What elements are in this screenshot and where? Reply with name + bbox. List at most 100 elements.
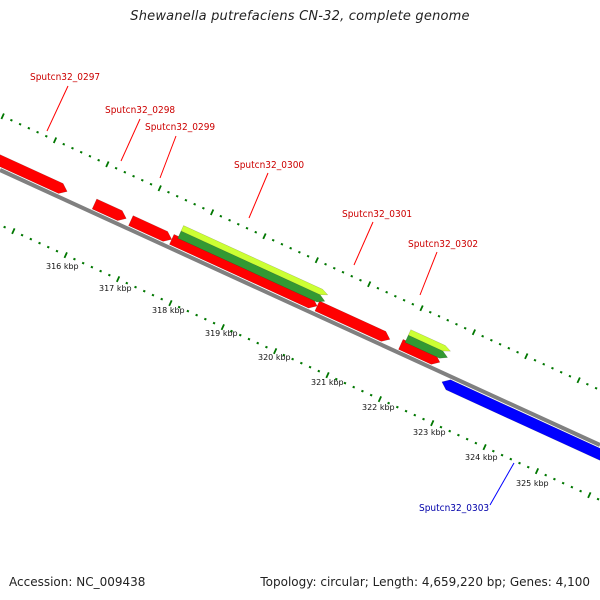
gene-labels: Sputcn32_0297 Sputcn32_0298 Sputcn32_0299 S… (30, 72, 489, 514)
leader-line (419, 251, 438, 296)
inner-tick (299, 361, 303, 365)
outer-tick (455, 322, 458, 326)
inner-tick (413, 413, 417, 417)
gene-sputcn32-0301 (314, 300, 391, 342)
gene-label: Sputcn32_0297 (30, 72, 100, 83)
outer-tick (411, 302, 415, 306)
outer-tick (149, 182, 153, 186)
inner-tick-ring (3, 225, 600, 501)
outer-tick (201, 206, 205, 210)
outer-tick (219, 214, 223, 218)
accession-text: Accession: NC_009438 (9, 575, 146, 589)
inner-tick (134, 285, 137, 289)
outer-tick (367, 281, 372, 288)
outer-tick (350, 274, 354, 278)
inner-tick (509, 457, 513, 461)
inner-tick (457, 433, 460, 437)
outer-tick (489, 338, 493, 342)
inner-tick (46, 245, 50, 249)
outer-tick (428, 310, 432, 314)
inner-tick (63, 252, 68, 259)
gene-label: Sputcn32_0300 (234, 160, 304, 171)
outer-tick (0, 113, 5, 120)
inner-tick (81, 261, 85, 265)
outer-tick (393, 294, 397, 298)
inner-tick (553, 477, 556, 481)
inner-tick (343, 381, 347, 385)
inner-tick (90, 265, 94, 269)
genome-backbone (0, 168, 600, 447)
outer-tick (105, 161, 110, 168)
inner-tick (404, 409, 408, 413)
leader-line (353, 221, 374, 266)
outer-tick (62, 142, 66, 146)
outer-tick (280, 242, 284, 246)
outer-tick (245, 226, 249, 230)
inner-tick (273, 348, 278, 355)
inner-tick (422, 417, 425, 421)
topology-summary: Topology: circular; Length: 4,659,220 bp… (260, 575, 590, 589)
inner-tick (29, 237, 33, 241)
outer-tick (385, 290, 389, 294)
inner-tick (99, 269, 103, 273)
outer-tick (297, 250, 301, 254)
outer-tick (9, 118, 13, 122)
inner-tick (518, 461, 521, 465)
rna-sputcn32-0302-outer (407, 329, 452, 352)
gene-sputcn32-0302-lower (398, 339, 441, 365)
inner-tick (500, 453, 504, 457)
outer-tick (228, 218, 231, 222)
outer-tick (533, 358, 537, 362)
gene-sputcn32-0297 (0, 154, 68, 194)
gene-label: Sputcn32_0299 (145, 122, 215, 133)
outer-tick (52, 137, 58, 144)
outer-tick (471, 329, 476, 336)
outer-tick (341, 270, 345, 274)
outer-tick (123, 170, 127, 174)
outer-tick (236, 222, 240, 226)
inner-tick (387, 401, 391, 405)
outer-tick (524, 353, 529, 360)
scale-label: 318 kbp (152, 306, 185, 315)
leader-line (489, 462, 515, 506)
inner-tick (587, 492, 592, 499)
inner-tick (168, 300, 173, 307)
inner-tick (544, 473, 548, 477)
outer-tick (289, 246, 293, 250)
scale-label: 324 kbp (465, 453, 498, 462)
outer-tick-ring (0, 113, 598, 390)
gene-features (0, 154, 600, 461)
inner-tick (265, 345, 268, 349)
inner-tick (561, 481, 565, 485)
outer-tick (97, 158, 101, 162)
inner-tick (395, 405, 399, 409)
inner-tick (596, 497, 600, 501)
outer-tick (446, 318, 450, 322)
kbp-scale-labels: 316 kbp 317 kbp 318 kbp 319 kbp 320 kbp 321 k… (46, 262, 549, 488)
inner-tick (317, 369, 321, 373)
inner-tick (491, 449, 495, 453)
outer-tick (419, 305, 424, 312)
inner-tick (55, 249, 59, 253)
scale-label: 321 kbp (311, 378, 344, 387)
outer-tick (437, 314, 441, 318)
inner-tick (116, 276, 121, 283)
inner-tick (570, 485, 574, 489)
outer-tick (18, 122, 22, 126)
inner-tick (439, 425, 443, 429)
outer-tick (314, 257, 319, 264)
inner-tick (230, 329, 233, 333)
outer-tick (193, 202, 197, 206)
rna-sputcn32-0300-outer (180, 225, 329, 296)
outer-tick (402, 298, 406, 302)
leader-line (46, 85, 69, 132)
outer-tick (568, 374, 572, 378)
inner-tick (579, 489, 583, 493)
inner-tick (203, 317, 207, 321)
inner-tick (73, 257, 76, 261)
inner-tick (377, 396, 382, 403)
outer-tick (306, 254, 310, 258)
inner-tick (212, 321, 216, 325)
scale-label: 325 kbp (516, 479, 549, 488)
inner-tick (151, 293, 155, 297)
